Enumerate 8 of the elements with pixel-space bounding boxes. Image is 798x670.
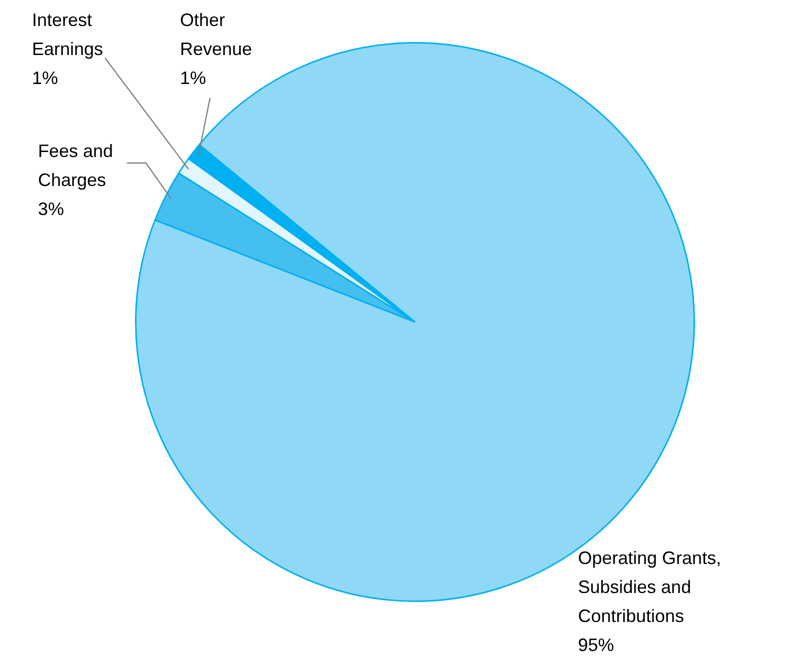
slice-label: Operating Grants, Subsidies and Contributions xyxy=(578,548,722,626)
slice-label: Other Revenue xyxy=(180,10,252,59)
slice-label: Fees and Charges xyxy=(38,140,114,190)
data-label: 3% xyxy=(38,198,64,219)
data-label: 1% xyxy=(32,68,58,88)
slice-label: Interest Earnings xyxy=(32,10,104,59)
data-label: 1% xyxy=(180,68,206,88)
data-label: 95% xyxy=(578,634,614,655)
